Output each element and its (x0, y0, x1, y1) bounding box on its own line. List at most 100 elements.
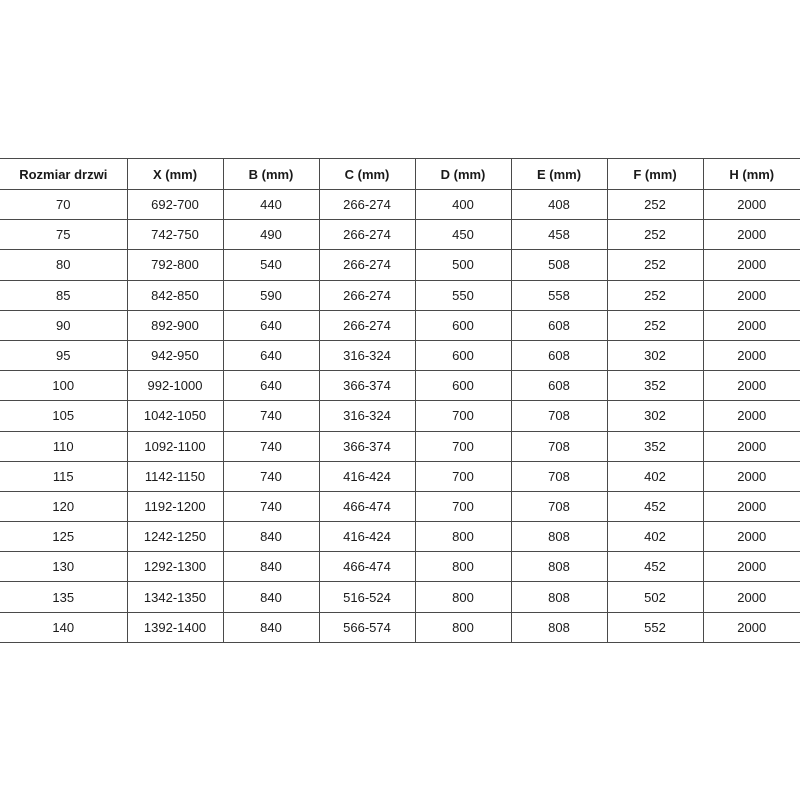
table-row: 80 792-800 540 266-274 500 508 252 2000 (0, 249, 800, 281)
table-cell: 640 (222, 370, 320, 402)
table-cell: 95 (0, 339, 128, 372)
table-cell: 2000 (702, 430, 800, 462)
table-cell: 416-424 (318, 521, 416, 553)
column-header: E (mm) (510, 158, 608, 190)
table-cell: 550 (414, 279, 512, 311)
table-row: 110 1092-1100 740 366-374 700 708 352 2000 (0, 430, 800, 462)
table-cell: 800 (414, 581, 512, 613)
table-cell: 135 (0, 581, 128, 613)
table-cell: 740 (222, 400, 320, 432)
table-cell: 600 (414, 309, 512, 341)
table-cell: 266-274 (318, 188, 416, 221)
table-cell: 402 (606, 521, 704, 553)
table-cell: 800 (414, 521, 512, 553)
table-row: 70 692-700 440 266-274 400 408 252 2000 (0, 188, 800, 221)
table-row: 135 1342-1350 840 516-524 800 808 502 2000 (0, 581, 800, 613)
table-cell: 416-424 (318, 460, 416, 492)
table-cell: 708 (510, 490, 608, 523)
header-row: Rozmiar drzwi X (mm) B (mm) C (mm) D (mm) E (… (0, 158, 800, 190)
table-cell: 640 (222, 339, 320, 372)
table-cell: 740 (222, 430, 320, 462)
table-cell: 640 (222, 309, 320, 341)
table-cell: 840 (222, 521, 320, 553)
table-cell: 352 (606, 430, 704, 462)
table-cell: 808 (510, 581, 608, 613)
table-cell: 2000 (702, 611, 800, 643)
table-cell: 600 (414, 370, 512, 402)
table-cell: 252 (606, 309, 704, 341)
table-cell: 2000 (702, 249, 800, 281)
table-cell: 440 (222, 188, 320, 221)
table-cell: 740 (222, 460, 320, 492)
table-cell: 408 (510, 188, 608, 221)
table-body: 70 692-700 440 266-274 400 408 252 2000 75 742-75… (0, 188, 800, 643)
table-row: 90 892-900 640 266-274 600 608 252 2000 (0, 309, 800, 341)
table-cell: 2000 (702, 400, 800, 432)
table-cell: 700 (414, 490, 512, 523)
table-cell: 400 (414, 188, 512, 221)
table-row: 95 942-950 640 316-324 600 608 302 2000 (0, 339, 800, 372)
table-row: 125 1242-1250 840 416-424 800 808 402 2000 (0, 521, 800, 553)
column-header: D (mm) (414, 158, 512, 190)
table-cell: 742-750 (126, 219, 224, 251)
table-cell: 840 (222, 551, 320, 583)
table-cell: 115 (0, 460, 128, 492)
table-cell: 302 (606, 400, 704, 432)
table-cell: 808 (510, 551, 608, 583)
table-cell: 792-800 (126, 249, 224, 281)
table-cell: 992-1000 (126, 370, 224, 402)
table-cell: 252 (606, 188, 704, 221)
table-cell: 302 (606, 339, 704, 372)
table-cell: 1142-1150 (126, 460, 224, 492)
table-row: 100 992-1000 640 366-374 600 608 352 2000 (0, 370, 800, 402)
table-cell: 608 (510, 339, 608, 372)
column-header: B (mm) (222, 158, 320, 190)
table-cell: 366-374 (318, 430, 416, 462)
table-cell: 2000 (702, 309, 800, 341)
table-cell: 1042-1050 (126, 400, 224, 432)
table-cell: 125 (0, 521, 128, 553)
table-cell: 800 (414, 611, 512, 643)
table-cell: 458 (510, 219, 608, 251)
table-cell: 366-374 (318, 370, 416, 402)
table-cell: 2000 (702, 521, 800, 553)
table-cell: 1342-1350 (126, 581, 224, 613)
table-cell: 840 (222, 581, 320, 613)
table-cell: 352 (606, 370, 704, 402)
table-cell: 90 (0, 309, 128, 341)
table-cell: 600 (414, 339, 512, 372)
table-cell: 1192-1200 (126, 490, 224, 523)
table-cell: 590 (222, 279, 320, 311)
table-cell: 120 (0, 490, 128, 523)
table-cell: 2000 (702, 490, 800, 523)
table-cell: 266-274 (318, 279, 416, 311)
table-cell: 740 (222, 490, 320, 523)
table-cell: 700 (414, 460, 512, 492)
door-dimensions-table: Rozmiar drzwi X (mm) B (mm) C (mm) D (mm) E (… (0, 158, 800, 643)
table-cell: 266-274 (318, 219, 416, 251)
table-cell: 892-900 (126, 309, 224, 341)
table-row: 130 1292-1300 840 466-474 800 808 452 2000 (0, 551, 800, 583)
table-cell: 252 (606, 279, 704, 311)
table-cell: 2000 (702, 339, 800, 372)
table-cell: 466-474 (318, 490, 416, 523)
table-cell: 692-700 (126, 188, 224, 221)
table-cell: 402 (606, 460, 704, 492)
table-cell: 1092-1100 (126, 430, 224, 462)
table-cell: 808 (510, 611, 608, 643)
table-cell: 840 (222, 611, 320, 643)
table-cell: 70 (0, 188, 128, 221)
table-row: 120 1192-1200 740 466-474 700 708 452 2000 (0, 490, 800, 523)
table-cell: 552 (606, 611, 704, 643)
table-cell: 100 (0, 370, 128, 402)
table-cell: 942-950 (126, 339, 224, 372)
table-cell: 2000 (702, 188, 800, 221)
table-cell: 500 (414, 249, 512, 281)
table-row: 140 1392-1400 840 566-574 800 808 552 2000 (0, 611, 800, 643)
table-cell: 130 (0, 551, 128, 583)
table-row: 105 1042-1050 740 316-324 700 708 302 2000 (0, 400, 800, 432)
table-cell: 708 (510, 400, 608, 432)
table-cell: 452 (606, 551, 704, 583)
table-cell: 490 (222, 219, 320, 251)
table-cell: 842-850 (126, 279, 224, 311)
